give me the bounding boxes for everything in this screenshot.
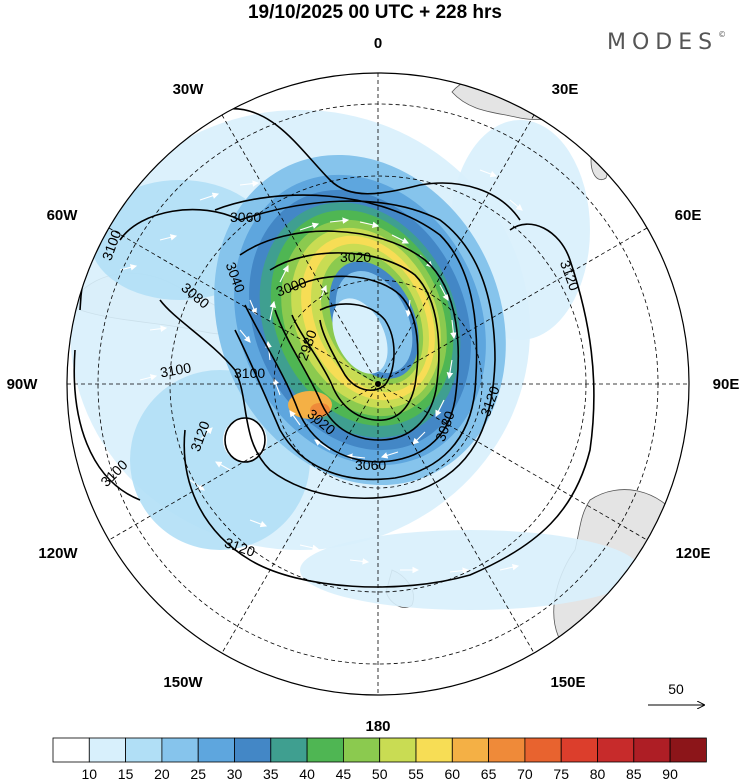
reference-vector-label: 50 xyxy=(668,681,684,697)
colorbar-swatch xyxy=(451,737,489,763)
contour-3040-path xyxy=(239,230,460,463)
colorbar-tick-label: 55 xyxy=(408,766,424,782)
colorbar-swatch xyxy=(633,737,671,763)
contour-2980-path xyxy=(319,303,395,391)
colorbar-tick-label: 30 xyxy=(227,766,243,782)
lon-label-0: 0 xyxy=(374,35,382,52)
pole-marker xyxy=(375,381,381,387)
colorbar-swatch xyxy=(270,737,308,763)
brand-copyright: © xyxy=(718,30,727,39)
map-border xyxy=(66,72,690,696)
colorbar-swatch xyxy=(306,737,344,763)
colorbar-tick-label: 50 xyxy=(372,766,388,782)
brand-name: MODES xyxy=(607,30,719,55)
colorbar: 10 15 20 25 30 35 40 45 50 55 60 65 70 75 80 85 90 xyxy=(52,737,707,782)
colorbar-tick-label: 80 xyxy=(590,766,606,782)
contour-3060-path xyxy=(214,194,478,481)
colorbar-tick-label: 10 xyxy=(82,766,98,782)
colorbar-tick-label: 35 xyxy=(263,766,279,782)
colorbar-tick-label: 25 xyxy=(190,766,206,782)
contour-label: 3020 xyxy=(340,249,371,265)
reference-vector: 50 xyxy=(648,681,704,705)
contour-3020-path xyxy=(269,252,440,441)
colorbar-swatch xyxy=(342,737,381,763)
contour-label: 3100 xyxy=(234,365,265,381)
colorbar-swatch xyxy=(669,737,707,763)
lon-label-90e: 90E xyxy=(713,376,740,393)
forecast-title: 19/10/2025 00 UTC + 228 hrs xyxy=(247,2,503,23)
contour-3000-path xyxy=(289,275,419,421)
colorbar-boxes xyxy=(52,737,707,763)
colorbar-tick-label: 70 xyxy=(517,766,533,782)
contour-cutoff-low xyxy=(224,417,266,463)
lon-label-120e: 120E xyxy=(675,545,710,562)
colorbar-ticks: 10 15 20 25 30 35 40 45 50 55 60 65 70 75 80 85 90 xyxy=(82,766,679,782)
map-disc xyxy=(67,73,689,695)
colorbar-swatch xyxy=(125,737,163,763)
brand-logo: MODES© xyxy=(607,30,726,55)
height-contours xyxy=(73,107,595,588)
contour-label: 3100 xyxy=(159,359,193,380)
colorbar-tick-label: 40 xyxy=(299,766,315,782)
lon-label-30e: 30E xyxy=(552,81,579,98)
colorbar-tick-label: 45 xyxy=(336,766,352,782)
colorbar-tick-label: 75 xyxy=(553,766,569,782)
contour-label: 3060 xyxy=(355,457,386,473)
lon-label-120w: 120W xyxy=(38,545,78,562)
lon-label-150w: 150W xyxy=(163,674,203,691)
lon-label-180: 180 xyxy=(365,718,390,735)
colorbar-swatch xyxy=(197,737,235,763)
colorbar-tick-label: 20 xyxy=(154,766,170,782)
colorbar-swatch xyxy=(560,737,598,763)
lon-label-90w: 90W xyxy=(7,376,39,393)
contour-3080-path xyxy=(119,200,496,499)
lon-label-30w: 30W xyxy=(173,81,205,98)
contour-label: 3060 xyxy=(230,209,261,225)
colorbar-swatch xyxy=(234,737,272,763)
colorbar-swatch xyxy=(597,737,635,763)
contour-3120-path xyxy=(183,223,595,588)
lon-label-150e: 150E xyxy=(550,674,585,691)
lon-label-60e: 60E xyxy=(675,207,702,224)
colorbar-tick-label: 85 xyxy=(626,766,642,782)
colorbar-swatch xyxy=(488,737,526,763)
colorbar-swatch xyxy=(379,737,417,763)
colorbar-swatch xyxy=(415,737,453,763)
colorbar-swatch xyxy=(161,737,199,763)
colorbar-swatch xyxy=(524,737,562,763)
colorbar-tick-label: 90 xyxy=(662,766,678,782)
colorbar-swatch xyxy=(88,737,127,763)
lon-label-60w: 60W xyxy=(47,207,79,224)
colorbar-tick-label: 65 xyxy=(481,766,497,782)
colorbar-swatch xyxy=(52,737,90,763)
colorbar-tick-label: 15 xyxy=(118,766,134,782)
longitude-labels: 0 30E 60E 90E 120E 150E 180 150W 120W 90… xyxy=(7,35,740,735)
colorbar-tick-label: 60 xyxy=(445,766,461,782)
